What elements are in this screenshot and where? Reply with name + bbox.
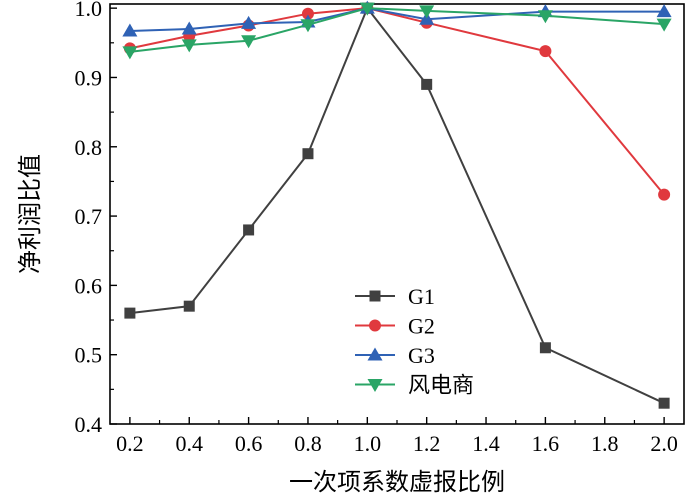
x-tick-label: 1.2 <box>413 431 441 456</box>
legend-item: 风电商 <box>355 374 474 399</box>
data-point <box>359 2 375 16</box>
x-tick-label: 1.0 <box>354 431 382 456</box>
data-point <box>539 342 551 354</box>
data-point <box>181 21 197 35</box>
legend-item: G2 <box>355 314 435 339</box>
legend-label: 风电商 <box>408 374 474 399</box>
legend-label: G3 <box>408 343 435 368</box>
series-2 <box>123 2 671 201</box>
data-point <box>241 15 257 29</box>
plot-area: 0.2 0.4 0.6 0.8 1.0 1.2 1.4 1.6 1.8 2.0 0.4 0.5 0.6 0… <box>75 0 685 456</box>
data-point <box>122 46 138 60</box>
y-tick-label: 1.0 <box>75 0 103 21</box>
series-line <box>129 7 665 53</box>
legend-label: G2 <box>408 314 435 339</box>
data-point <box>122 23 138 37</box>
data-point <box>419 5 435 19</box>
y-tick-label: 0.8 <box>75 135 103 160</box>
data-point <box>183 300 195 312</box>
data-point <box>539 45 552 58</box>
legend-marker <box>367 347 383 361</box>
legend: G1 G2 G3 风电商 <box>355 284 474 399</box>
legend-marker <box>369 319 381 332</box>
x-tick-label: 2.0 <box>650 431 678 456</box>
series-line <box>129 6 665 405</box>
y-tick-label: 0.4 <box>75 412 103 437</box>
plot-frame <box>109 3 685 425</box>
series-line <box>129 7 665 33</box>
series-line <box>129 7 665 196</box>
data-point <box>300 19 316 33</box>
x-axis-title: 一次项系数虚报比例 <box>289 468 505 496</box>
x-tick-label: 1.4 <box>472 431 500 456</box>
x-tick-label: 0.2 <box>116 431 144 456</box>
data-point <box>656 18 672 32</box>
y-tick-label: 0.6 <box>75 273 103 298</box>
data-point <box>181 39 197 53</box>
legend-marker <box>369 290 381 302</box>
data-point <box>658 188 671 201</box>
x-tick-label: 1.6 <box>532 431 560 456</box>
x-tick-label: 0.4 <box>175 431 203 456</box>
y-axis-title: 净利润比值 <box>16 154 44 274</box>
data-point <box>301 7 314 20</box>
legend-item: G1 <box>355 284 435 309</box>
data-point <box>241 35 257 49</box>
data-point <box>658 397 670 409</box>
legend-marker <box>367 379 383 392</box>
data-point <box>243 224 255 236</box>
y-tick-label: 0.7 <box>75 204 103 229</box>
y-tick-label: 0.5 <box>75 343 103 368</box>
x-tick-label: 1.8 <box>591 431 619 456</box>
x-tick-label: 0.8 <box>294 431 322 456</box>
series-1 <box>124 2 670 409</box>
y-tick-label: 0.9 <box>75 65 103 90</box>
series-4 <box>122 2 672 60</box>
data-point <box>537 10 553 24</box>
x-tick-label: 0.6 <box>235 431 263 456</box>
data-point <box>656 4 672 18</box>
legend-item: G3 <box>355 343 435 368</box>
data-point <box>302 148 314 160</box>
legend-label: G1 <box>408 284 435 309</box>
data-point <box>124 307 136 319</box>
data-point <box>421 78 433 90</box>
